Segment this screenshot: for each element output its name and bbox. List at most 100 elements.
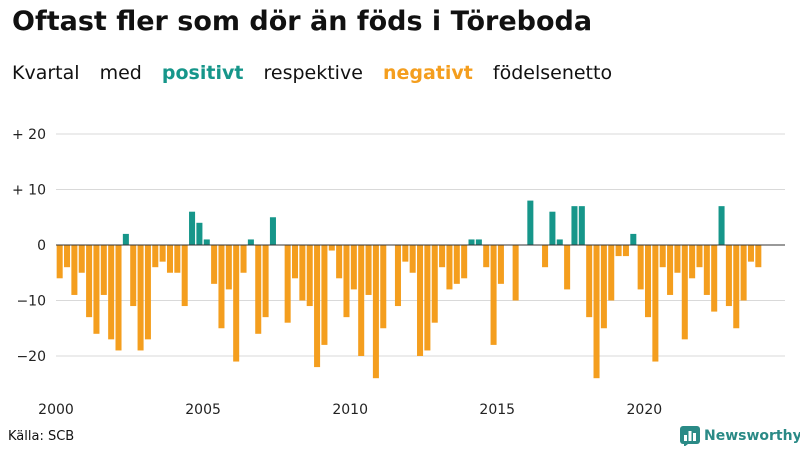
y-tick-label: −20	[16, 349, 46, 365]
bar	[122, 233, 129, 245]
bar	[674, 245, 681, 273]
bar	[166, 245, 173, 273]
x-tick-label: 2010	[332, 402, 368, 418]
bar	[446, 245, 453, 290]
brand-logo[interactable]: Newsworthy	[680, 426, 800, 446]
bar	[424, 245, 431, 351]
bar	[637, 245, 644, 290]
subtitle-negative: negativt	[382, 62, 473, 84]
bar	[240, 245, 247, 273]
subtitle-prefix: Kvartal	[12, 62, 80, 84]
bar	[262, 245, 269, 318]
bar	[586, 245, 593, 318]
bar	[78, 245, 85, 273]
bar	[659, 245, 666, 268]
bar	[115, 245, 122, 351]
bar	[64, 245, 71, 268]
bar	[196, 222, 203, 245]
bar	[622, 245, 629, 257]
bar	[159, 245, 166, 262]
bar	[314, 245, 321, 368]
bar	[711, 245, 718, 312]
bar	[564, 245, 571, 290]
bar	[689, 245, 696, 279]
bar	[247, 239, 254, 245]
bar	[269, 217, 276, 245]
bar	[100, 245, 107, 295]
bar	[667, 245, 674, 295]
bar	[56, 245, 63, 279]
bar	[468, 239, 475, 245]
y-tick-label: −10	[16, 294, 46, 310]
bar	[755, 245, 762, 268]
bar	[144, 245, 151, 340]
bar	[203, 239, 210, 245]
subtitle-middle: respektive	[263, 62, 363, 84]
bar	[630, 233, 637, 245]
bar	[358, 245, 365, 356]
x-tick-label: 2005	[185, 402, 221, 418]
bar	[578, 206, 585, 245]
y-tick-label: 0	[37, 238, 46, 254]
bar	[108, 245, 115, 340]
bar	[681, 245, 688, 340]
bar	[372, 245, 379, 379]
bar	[417, 245, 424, 356]
bar	[512, 245, 519, 301]
bar	[542, 245, 549, 268]
bar	[380, 245, 387, 329]
bar	[321, 245, 328, 345]
bar	[306, 245, 313, 307]
bar	[556, 239, 563, 245]
bar	[255, 245, 262, 334]
x-tick-label: 2015	[479, 402, 515, 418]
bar	[137, 245, 144, 351]
bar	[211, 245, 218, 284]
bar	[431, 245, 438, 323]
bar	[453, 245, 460, 284]
bar	[718, 206, 725, 245]
bar	[483, 245, 490, 268]
bar	[365, 245, 372, 295]
bar	[336, 245, 343, 279]
bar	[615, 245, 622, 257]
bar	[740, 245, 747, 301]
bar	[189, 211, 196, 245]
bar	[747, 245, 754, 262]
bar	[233, 245, 240, 362]
bar	[292, 245, 299, 279]
bar	[130, 245, 137, 307]
bar	[497, 245, 504, 284]
bar	[152, 245, 159, 268]
bar	[593, 245, 600, 379]
bar	[284, 245, 291, 323]
source-label: Källa: SCB	[8, 429, 75, 444]
bar	[409, 245, 416, 273]
bar	[652, 245, 659, 362]
bar	[600, 245, 607, 329]
bar	[549, 211, 556, 245]
bar	[696, 245, 703, 268]
x-tick-label: 2020	[627, 402, 663, 418]
chart-subtitle: Kvartal med positivt respektive negativt…	[12, 62, 626, 84]
bar	[608, 245, 615, 301]
bar	[71, 245, 78, 295]
bar	[645, 245, 652, 318]
x-tick-label: 2000	[38, 402, 74, 418]
bar	[343, 245, 350, 318]
subtitle-med: med	[99, 62, 142, 84]
bar	[218, 245, 225, 329]
bar	[350, 245, 357, 290]
bar	[475, 239, 482, 245]
bar	[703, 245, 710, 295]
y-tick-label: + 10	[12, 183, 46, 199]
subtitle-positive: positivt	[161, 62, 244, 84]
bar	[394, 245, 401, 307]
bar	[571, 206, 578, 245]
bar	[490, 245, 497, 345]
bar	[439, 245, 446, 268]
y-tick-label: + 20	[12, 127, 46, 143]
bar	[402, 245, 409, 262]
subtitle-suffix: födelsenetto	[492, 62, 613, 84]
